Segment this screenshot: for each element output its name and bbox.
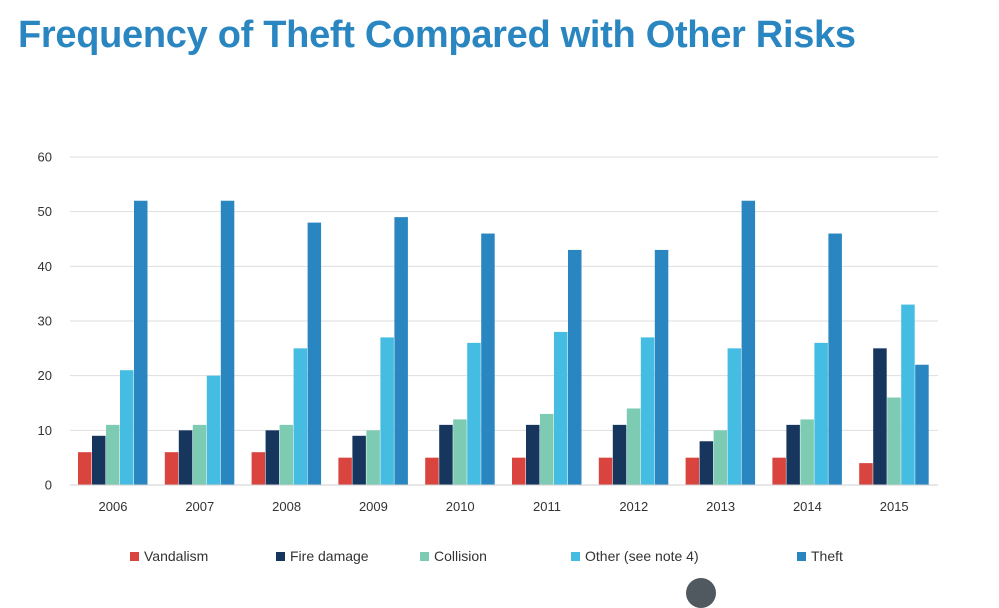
bar-collision-2015 [887, 397, 901, 485]
chart-title: Frequency of Theft Compared with Other R… [18, 14, 856, 56]
bar-other-see-note-4-2007 [206, 375, 221, 485]
bar-collision-2013 [713, 430, 728, 485]
bar-other-see-note-4-2011 [554, 331, 568, 485]
legend-label: Other (see note 4) [585, 548, 699, 564]
bar-other-see-note-4-2010 [467, 342, 481, 485]
bar-vandalism-2007 [164, 452, 179, 485]
x-tick-label: 2007 [185, 499, 214, 514]
bar-fire-damage-2014 [786, 424, 800, 485]
bar-fire-damage-2009 [352, 435, 366, 485]
bar-collision-2012 [626, 408, 641, 485]
bar-fire-damage-2015 [873, 348, 887, 485]
bar-collision-2007 [192, 424, 207, 485]
x-axis-ticks: 2006 2007 2008 2009 2010 2011 2012 2013 2014 2015 [99, 499, 909, 514]
legend-swatch [130, 551, 139, 561]
x-tick-label: 2011 [533, 499, 561, 514]
legend-label: Fire damage [290, 548, 369, 564]
legend-item: Theft [797, 548, 843, 564]
x-tick-label: 2009 [359, 499, 388, 514]
bar-collision-2006 [106, 424, 120, 485]
bars [78, 200, 929, 485]
bar-vandalism-2008 [251, 452, 266, 485]
bar-theft-2008 [307, 222, 322, 485]
bar-vandalism-2014 [772, 457, 786, 485]
legend-item: Other (see note 4) [571, 548, 699, 564]
x-tick-label: 2008 [272, 499, 301, 514]
bar-vandalism-2006 [78, 452, 92, 485]
x-tick-label: 2015 [880, 499, 909, 514]
bar-fire-damage-2011 [526, 424, 540, 485]
legend-swatch [276, 551, 285, 561]
legend-label: Theft [811, 548, 843, 564]
bar-theft-2007 [220, 200, 235, 485]
bar-fire-damage-2007 [178, 430, 193, 485]
bar-other-see-note-4-2008 [293, 348, 308, 485]
bar-collision-2010 [453, 419, 467, 485]
bar-other-see-note-4-2014 [814, 342, 828, 485]
bar-vandalism-2015 [859, 463, 873, 485]
y-tick-label: 50 [38, 204, 52, 219]
bar-other-see-note-4-2012 [640, 337, 655, 485]
y-tick-label: 40 [38, 259, 52, 274]
legend-item: Collision [420, 548, 487, 564]
corner-overlay-button[interactable] [686, 578, 716, 608]
y-tick-label: 20 [38, 368, 52, 383]
bar-fire-damage-2013 [699, 441, 714, 485]
bar-fire-damage-2012 [612, 424, 627, 485]
bar-theft-2011 [568, 249, 582, 485]
bar-other-see-note-4-2006 [120, 370, 134, 485]
y-tick-label: 0 [45, 478, 52, 493]
bar-vandalism-2011 [512, 457, 526, 485]
bar-theft-2014 [828, 233, 842, 485]
bar-other-see-note-4-2013 [727, 348, 742, 485]
legend-label: Collision [434, 548, 487, 564]
x-tick-label: 2010 [446, 499, 475, 514]
bar-vandalism-2009 [338, 457, 352, 485]
bar-fire-damage-2008 [265, 430, 280, 485]
y-axis-ticks: 0 10 20 30 40 50 60 [38, 150, 52, 493]
bar-theft-2006 [134, 200, 148, 485]
bar-theft-2009 [394, 217, 408, 485]
y-tick-label: 30 [38, 314, 52, 329]
bar-collision-2009 [366, 430, 380, 485]
legend-swatch [571, 551, 580, 561]
x-tick-label: 2014 [793, 499, 822, 514]
bar-theft-2012 [654, 249, 669, 485]
bar-other-see-note-4-2015 [901, 304, 915, 485]
bar-theft-2013 [741, 200, 756, 485]
gridlines [70, 156, 938, 431]
y-tick-label: 60 [38, 150, 52, 165]
bar-theft-2010 [481, 233, 495, 485]
bar-theft-2015 [915, 364, 929, 485]
bar-vandalism-2012 [598, 457, 613, 485]
legend-item: Fire damage [276, 548, 369, 564]
legend-label: Vandalism [144, 548, 209, 564]
bar-vandalism-2010 [425, 457, 439, 485]
bar-vandalism-2013 [685, 457, 700, 485]
chart-legend: Vandalism Fire damage Collision Other (see … [0, 548, 999, 570]
bar-collision-2014 [800, 419, 814, 485]
legend-swatch [420, 551, 429, 561]
bar-other-see-note-4-2009 [380, 337, 394, 485]
x-tick-label: 2006 [99, 499, 128, 514]
bar-collision-2008 [279, 424, 294, 485]
bar-fire-damage-2006 [92, 435, 106, 485]
x-tick-label: 2013 [706, 499, 735, 514]
bar-fire-damage-2010 [439, 424, 453, 485]
y-tick-label: 10 [38, 423, 52, 438]
bar-collision-2011 [540, 413, 554, 485]
x-tick-label: 2012 [619, 499, 648, 514]
legend-item: Vandalism [130, 548, 208, 564]
legend-swatch [797, 551, 806, 561]
